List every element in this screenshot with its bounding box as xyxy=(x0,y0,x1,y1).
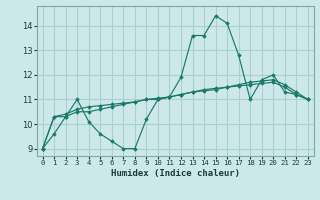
X-axis label: Humidex (Indice chaleur): Humidex (Indice chaleur) xyxy=(111,169,240,178)
